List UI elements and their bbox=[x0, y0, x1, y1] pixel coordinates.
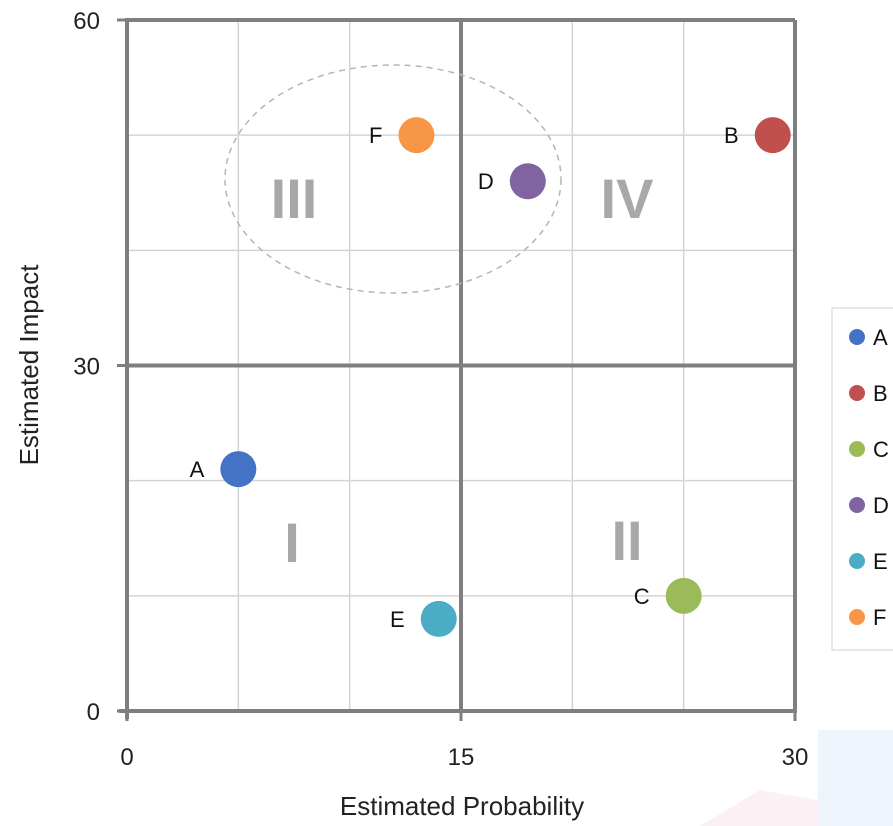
data-point-d bbox=[509, 163, 546, 200]
data-label-b: B bbox=[724, 123, 739, 148]
quadrant-label-iii: III bbox=[271, 167, 318, 230]
y-tick-label: 0 bbox=[87, 699, 100, 726]
legend-marker-f bbox=[849, 609, 865, 625]
quadrant-label-i: I bbox=[284, 511, 300, 574]
quadrant-label-ii: II bbox=[611, 509, 642, 572]
highlight-ellipse bbox=[224, 64, 562, 294]
data-point-e bbox=[420, 600, 457, 637]
data-label-e: E bbox=[390, 607, 405, 632]
legend-marker-e bbox=[849, 553, 865, 569]
legend-label-c: C bbox=[873, 437, 889, 462]
data-label-c: C bbox=[634, 584, 650, 609]
background-shape bbox=[818, 730, 893, 826]
axes bbox=[117, 18, 797, 721]
data-label-a: A bbox=[190, 457, 205, 482]
background-shape bbox=[700, 790, 818, 826]
x-tick-label: 15 bbox=[448, 744, 475, 771]
legend-label-f: F bbox=[873, 605, 886, 630]
x-axis-title: Estimated Probability bbox=[340, 791, 584, 821]
quadrant-label-iv: IV bbox=[601, 167, 654, 230]
legend-label-a: A bbox=[873, 325, 888, 350]
legend-marker-c bbox=[849, 441, 865, 457]
legend-marker-b bbox=[849, 385, 865, 401]
legend-box bbox=[831, 307, 893, 651]
legend-label-e: E bbox=[873, 549, 888, 574]
y-tick-label: 30 bbox=[73, 354, 100, 381]
tick-labels: 0 15 30 0 30 60 bbox=[73, 8, 808, 771]
x-tick-label: 0 bbox=[120, 744, 133, 771]
data-label-f: F bbox=[369, 123, 382, 148]
x-tick-label: 30 bbox=[782, 744, 809, 771]
data-label-d: D bbox=[478, 169, 494, 194]
major-gridlines bbox=[127, 18, 797, 711]
data-point-a bbox=[220, 451, 257, 488]
legend: A B C D E F bbox=[849, 325, 889, 630]
data-point-b bbox=[754, 117, 791, 154]
legend-marker-a bbox=[849, 329, 865, 345]
data-point-c bbox=[665, 577, 702, 614]
y-tick-label: 60 bbox=[73, 8, 100, 35]
legend-label-b: B bbox=[873, 381, 888, 406]
legend-marker-d bbox=[849, 497, 865, 513]
data-point-f bbox=[398, 117, 435, 154]
y-axis-title: Estimated Impact bbox=[14, 264, 44, 466]
legend-label-d: D bbox=[873, 493, 889, 518]
data-points: A B C D E F bbox=[190, 117, 791, 637]
